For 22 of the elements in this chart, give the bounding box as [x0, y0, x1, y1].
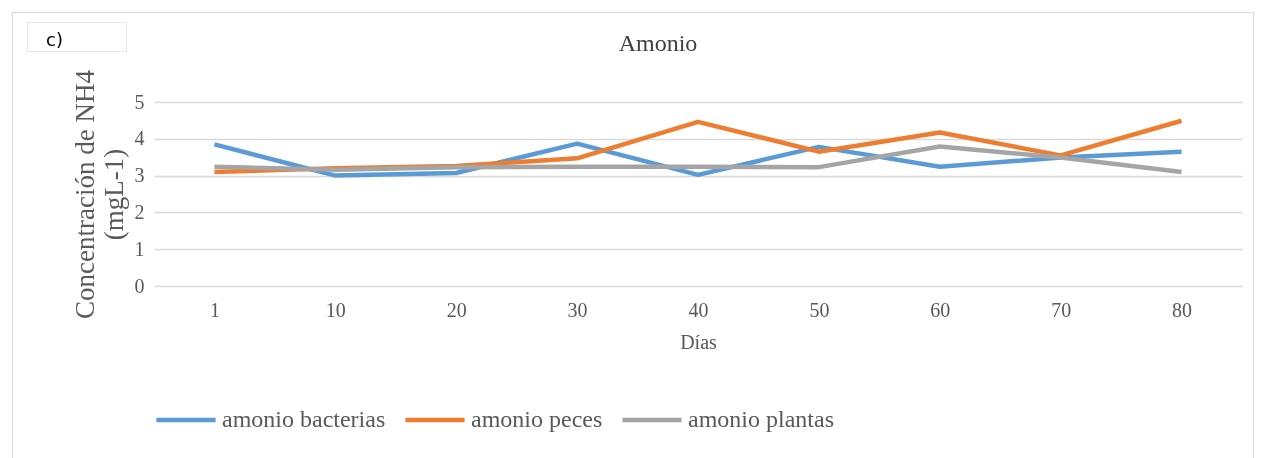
y-axis-title: Concentración de NH4 (mgL-1) [69, 69, 129, 319]
x-axis-title: Días [680, 330, 718, 353]
chart-title: Amonio [618, 29, 698, 56]
y-tick-label: 0 [134, 274, 145, 297]
x-tick-label: 20 [446, 298, 467, 321]
x-tick-label: 50 [809, 298, 830, 321]
legend-label: amonio peces [471, 406, 603, 432]
panel-label: c) [27, 22, 127, 52]
x-tick-label: 40 [688, 298, 709, 321]
x-tick-label: 30 [567, 298, 588, 321]
y-tick-label: 4 [134, 127, 145, 150]
x-tick-label: 80 [1172, 298, 1193, 321]
legend-label: amonio plantas [688, 406, 834, 432]
y-tick-label: 2 [134, 200, 145, 223]
y-tick-label: 1 [134, 237, 145, 260]
legend-label: amonio bacterias [222, 406, 386, 432]
y-tick-label: 3 [134, 164, 145, 187]
y-tick-label: 5 [134, 90, 145, 113]
x-tick-label: 60 [930, 298, 951, 321]
x-tick-label: 1 [209, 298, 220, 321]
x-tick-label: 10 [325, 298, 346, 321]
x-tick-label: 70 [1051, 298, 1072, 321]
